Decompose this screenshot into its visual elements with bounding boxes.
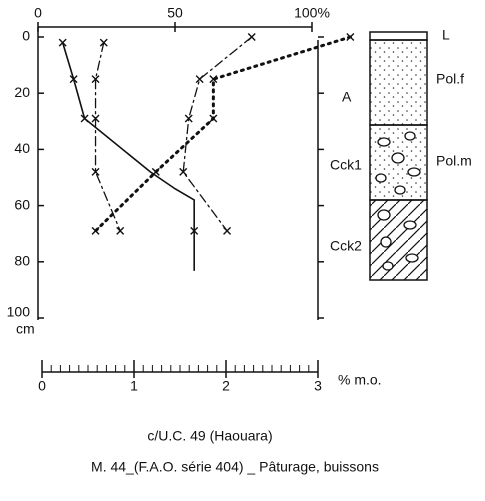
horizon-label: Cck1 [330, 157, 362, 173]
y-tick-label: 40 [14, 140, 30, 156]
material-label: Pol.f [436, 71, 464, 87]
point-marker [210, 115, 217, 122]
x-tick-label: 50 [167, 5, 183, 21]
point-marker [117, 227, 124, 234]
material-label: Pol.m [436, 153, 472, 169]
horizon-label: L [442, 27, 450, 43]
y-tick-label: 100 [7, 304, 31, 320]
y-tick-label: 0 [22, 28, 30, 44]
x2-tick-label: 0 [38, 378, 46, 394]
y-axis-label: cm [16, 321, 35, 337]
point-marker [196, 76, 203, 83]
y-tick-label: 60 [14, 196, 30, 212]
horizon-label: A [342, 89, 352, 105]
point-marker [224, 227, 231, 234]
x-tick-label: 0 [34, 5, 42, 21]
point-marker [92, 227, 99, 234]
series-line [96, 37, 351, 231]
soil-profile [370, 32, 427, 280]
y-tick-label: 20 [14, 84, 30, 100]
caption: c/U.C. 49 (Haouara) [147, 428, 272, 444]
caption: M. 44_(F.A.O. série 404) _ Pâturage, bui… [91, 459, 379, 475]
point-marker [248, 34, 255, 41]
horizon-label: Cck2 [330, 238, 362, 254]
x2-tick-label: 2 [222, 378, 230, 394]
chart: L A Cck1 Cck2 Pol.f Pol.m cm % m.o. c/U.… [0, 0, 485, 501]
y-tick-label: 80 [14, 253, 30, 269]
series-line [63, 43, 195, 271]
x2-axis-label: % m.o. [338, 372, 382, 388]
x2-tick-label: 3 [314, 378, 322, 394]
x-tick-label: 100% [294, 5, 330, 21]
x2-tick-label: 1 [130, 378, 138, 394]
